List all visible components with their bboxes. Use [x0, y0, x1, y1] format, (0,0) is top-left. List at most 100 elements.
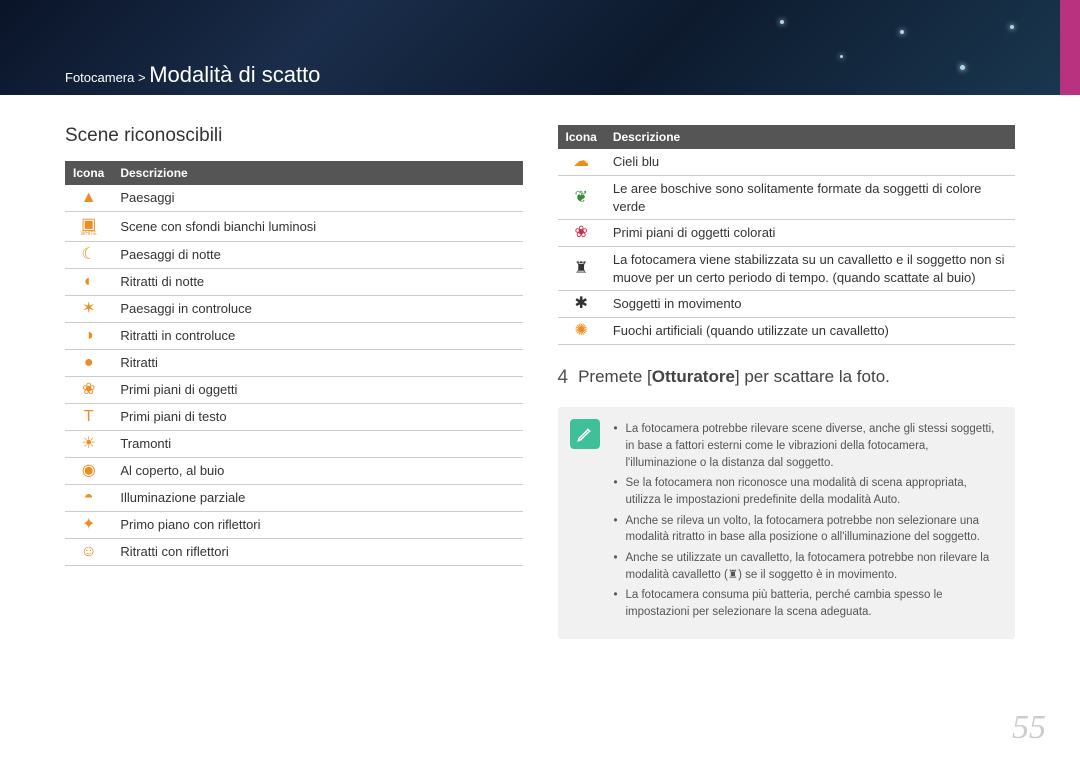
pen-icon — [570, 419, 600, 449]
breadcrumb: Fotocamera > Modalità di scatto — [65, 62, 320, 88]
scene-desc-cell: Paesaggi di notte — [112, 242, 522, 269]
scene-icon-cell: ● — [65, 350, 112, 377]
scene-desc-cell: Illuminazione parziale — [112, 485, 522, 512]
table-row: ❀Primi piani di oggetti colorati — [558, 220, 1016, 247]
table-row: ● Ritratti — [65, 350, 523, 377]
scene-desc-cell: Primi piani di oggetti — [112, 377, 522, 404]
scene-icon-cell: ▣WHITE — [65, 212, 112, 242]
note-item: Anche se rileva un volto, la fotocamera … — [614, 513, 1000, 546]
section-title: Scene riconoscibili — [65, 125, 523, 147]
scene-desc-cell: Cieli blu — [605, 149, 1015, 176]
table-row: ▲ Paesaggi — [65, 185, 523, 212]
scene-icon-cell: ❀ — [65, 377, 112, 404]
page-content: Scene riconoscibili Icona Descrizione ▲ P… — [0, 95, 1080, 639]
scene-icon: ☺ — [79, 543, 99, 561]
scene-icon: ✱ — [571, 295, 591, 313]
scene-icon: ✶ — [79, 300, 99, 318]
scene-icon: ● — [79, 354, 99, 372]
scene-icon-cell: ☁ — [558, 149, 605, 176]
scene-icon: ☁ — [571, 153, 591, 171]
scene-icon-cell: ◑ — [65, 323, 112, 350]
scene-icon: ▲ — [79, 189, 99, 207]
scene-desc-cell: Primo piano con riflettori — [112, 512, 522, 539]
table-row: ☾ Paesaggi di notte — [65, 242, 523, 269]
scene-icon-cell: ❦ — [558, 176, 605, 220]
table-row: ◉ Al coperto, al buio — [65, 458, 523, 485]
scene-icon-cell: ✦ — [65, 512, 112, 539]
scene-desc-cell: Primi piani di testo — [112, 404, 522, 431]
col-header-icon: Icona — [65, 161, 112, 185]
note-box: La fotocamera potrebbe rilevare scene di… — [558, 407, 1016, 638]
table-row: ❀ Primi piani di oggetti — [65, 377, 523, 404]
scene-icon-cell: ▲ — [65, 185, 112, 212]
table-row: ◐ Ritratti di notte — [65, 269, 523, 296]
scene-desc-cell: Ritratti di notte — [112, 269, 522, 296]
scene-table-left: Icona Descrizione ▲ Paesaggi▣WHITEScene c… — [65, 161, 523, 566]
scene-desc-cell: Primi piani di oggetti colorati — [605, 220, 1015, 247]
breadcrumb-parent: Fotocamera — [65, 70, 134, 85]
scene-icon-cell: ♜ — [558, 247, 605, 291]
scene-icon-cell: T — [65, 404, 112, 431]
step-instruction: 4 Premete [Otturatore] per scattare la f… — [558, 367, 1016, 389]
scene-desc-cell: Paesaggi in controluce — [112, 296, 522, 323]
table-row: ✺Fuochi artificiali (quando utilizzate u… — [558, 318, 1016, 345]
note-item: Anche se utilizzate un cavalletto, la fo… — [614, 550, 1000, 583]
scene-desc-cell: Ritratti con riflettori — [112, 539, 522, 566]
scene-icon: ❦ — [571, 189, 591, 207]
col-header-icon: Icona — [558, 125, 605, 149]
scene-desc-cell: Fuochi artificiali (quando utilizzate un… — [605, 318, 1015, 345]
scene-icon-cell: ☺ — [65, 539, 112, 566]
page-number: 55 — [1012, 709, 1046, 747]
note-list: La fotocamera potrebbe rilevare scene di… — [614, 421, 1000, 620]
table-row: ◑Ritratti in controluce — [65, 323, 523, 350]
scene-table-right: Icona Descrizione ☁ Cieli blu ❦ Le aree bos… — [558, 125, 1016, 345]
step-number: 4 — [558, 367, 569, 389]
breadcrumb-sep: > — [138, 70, 146, 85]
step-text: Premete [Otturatore] per scattare la fot… — [578, 367, 890, 387]
table-row: T Primi piani di testo — [65, 404, 523, 431]
table-row: ☺ Ritratti con riflettori — [65, 539, 523, 566]
scene-desc-cell: Paesaggi — [112, 185, 522, 212]
scene-icon-cell: ◐ — [65, 269, 112, 296]
scene-icon: T — [79, 408, 99, 426]
scene-desc-cell: Scene con sfondi bianchi luminosi — [112, 212, 522, 242]
table-row: ♜ La fotocamera viene stabilizzata su un … — [558, 247, 1016, 291]
table-row: ✦ Primo piano con riflettori — [65, 512, 523, 539]
table-row: ☁ Cieli blu — [558, 149, 1016, 176]
scene-icon-cell: ✱ — [558, 291, 605, 318]
scene-icon: ☀ — [79, 435, 99, 453]
scene-desc-cell: Al coperto, al buio — [112, 458, 522, 485]
scene-desc-cell: Tramonti — [112, 431, 522, 458]
scene-icon-cell: ✶ — [65, 296, 112, 323]
scene-icon-cell: ☾ — [65, 242, 112, 269]
scene-desc-cell: Ritratti in controluce — [112, 323, 522, 350]
table-row: ▣WHITEScene con sfondi bianchi luminosi — [65, 212, 523, 242]
scene-icon-cell: ◉ — [65, 458, 112, 485]
scene-desc-cell: Ritratti — [112, 350, 522, 377]
col-header-desc: Descrizione — [112, 161, 522, 185]
scene-icon: ◐ — [79, 273, 99, 291]
scene-desc-cell: Soggetti in movimento — [605, 291, 1015, 318]
note-item: La fotocamera consuma più batteria, perc… — [614, 587, 1000, 620]
scene-icon: ❀ — [79, 381, 99, 399]
scene-icon: ◉ — [79, 462, 99, 480]
table-row: ◓ Illuminazione parziale — [65, 485, 523, 512]
table-row: ✱ Soggetti in movimento — [558, 291, 1016, 318]
scene-desc-cell: La fotocamera viene stabilizzata su un c… — [605, 247, 1015, 291]
scene-desc-cell: Le aree boschive sono solitamente format… — [605, 176, 1015, 220]
scene-icon-cell: ☀ — [65, 431, 112, 458]
scene-icon-cell: ✺ — [558, 318, 605, 345]
note-item: Se la fotocamera non riconosce una modal… — [614, 475, 1000, 508]
scene-icon: ♜ — [571, 260, 591, 278]
col-header-desc: Descrizione — [605, 125, 1015, 149]
table-row: ☀ Tramonti — [65, 431, 523, 458]
left-column: Scene riconoscibili Icona Descrizione ▲ P… — [65, 125, 523, 639]
scene-icon: ◓ — [79, 489, 99, 507]
right-column: Icona Descrizione ☁ Cieli blu ❦ Le aree bos… — [558, 125, 1016, 639]
page-header-banner: Fotocamera > Modalità di scatto — [0, 0, 1080, 95]
table-row: ✶ Paesaggi in controluce — [65, 296, 523, 323]
page-title: Modalità di scatto — [149, 62, 320, 87]
scene-icon: ✦ — [79, 516, 99, 534]
scene-icon-cell: ◓ — [65, 485, 112, 512]
scene-icon: ☾ — [79, 246, 99, 264]
